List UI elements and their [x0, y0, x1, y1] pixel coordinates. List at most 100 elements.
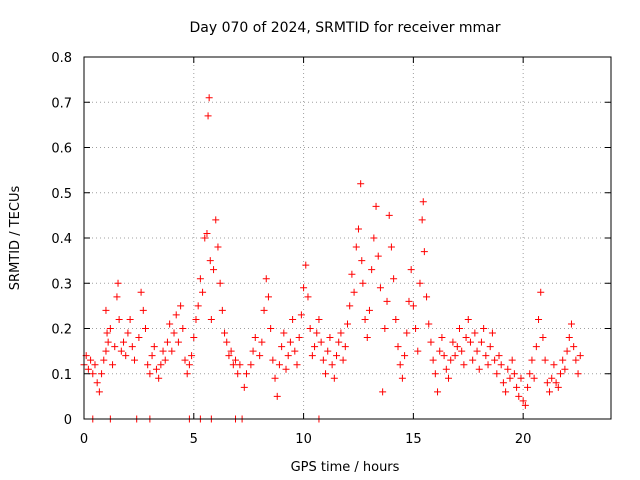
data-point — [335, 338, 343, 346]
data-point — [423, 293, 431, 301]
data-point — [541, 356, 549, 364]
data-point — [429, 356, 437, 364]
y-tick-label: 0.1 — [51, 368, 72, 383]
data-point — [462, 334, 470, 342]
data-point — [262, 275, 270, 283]
data-point — [504, 365, 512, 373]
data-point — [370, 234, 378, 242]
data-point — [381, 325, 389, 332]
x-tick-label: 20 — [515, 432, 532, 447]
data-point — [152, 365, 160, 373]
data-point — [177, 302, 185, 310]
x-tick-label: 15 — [405, 432, 422, 447]
data-point — [159, 347, 167, 355]
data-point — [315, 315, 323, 323]
data-point — [240, 383, 248, 391]
data-points — [80, 94, 584, 423]
y-tick-label: 0.7 — [51, 96, 72, 111]
data-point — [390, 275, 398, 283]
data-point — [163, 338, 171, 346]
data-point — [409, 302, 417, 310]
data-point — [185, 361, 193, 369]
data-point — [414, 347, 422, 355]
data-point — [258, 338, 266, 346]
data-point — [201, 234, 209, 242]
data-point — [394, 343, 402, 351]
data-point — [260, 306, 268, 314]
data-point — [563, 347, 571, 355]
data-point — [546, 388, 554, 396]
data-point — [275, 361, 283, 369]
data-point — [223, 338, 231, 346]
data-point — [434, 388, 442, 396]
x-tick-label: 5 — [190, 432, 198, 447]
data-point — [122, 352, 130, 360]
data-point — [561, 365, 569, 373]
data-point — [100, 356, 108, 364]
data-point — [247, 361, 255, 369]
data-point — [218, 306, 226, 314]
data-point — [348, 270, 356, 278]
data-point — [131, 356, 139, 364]
y-tick-label: 0.8 — [51, 51, 72, 66]
data-point — [442, 365, 450, 373]
data-point — [144, 361, 152, 369]
data-point — [499, 379, 507, 387]
data-point — [491, 356, 499, 364]
data-point — [280, 329, 288, 337]
data-point — [473, 347, 481, 355]
data-point — [556, 370, 564, 378]
data-point — [251, 334, 259, 342]
data-point — [273, 392, 281, 400]
data-point — [359, 279, 367, 287]
data-point — [183, 370, 191, 378]
data-point — [354, 225, 362, 233]
data-point — [109, 361, 117, 369]
data-point — [199, 288, 207, 296]
data-point — [570, 343, 578, 351]
y-tick-label: 0 — [64, 413, 72, 428]
data-point — [396, 361, 404, 369]
data-point — [91, 361, 99, 369]
data-point — [104, 338, 112, 346]
data-point — [559, 356, 567, 364]
x-tick-label: 10 — [295, 432, 312, 447]
data-point — [319, 356, 327, 364]
data-point — [337, 329, 345, 337]
y-tick-label: 0.2 — [51, 323, 72, 338]
data-point — [352, 243, 360, 251]
data-point — [179, 325, 187, 332]
data-point — [89, 370, 97, 378]
data-point — [412, 325, 420, 332]
data-point — [113, 293, 121, 301]
data-point — [407, 266, 415, 274]
data-point — [181, 356, 189, 364]
data-point — [126, 315, 134, 323]
gridlines — [84, 57, 611, 419]
data-point — [234, 370, 242, 378]
data-point — [449, 338, 457, 346]
data-point — [278, 343, 286, 351]
x-axis: 0 5 10 15 20 — [80, 57, 532, 447]
data-point — [190, 334, 198, 342]
data-point — [308, 352, 316, 360]
y-tick-label: 0.3 — [51, 277, 72, 292]
data-point — [188, 352, 196, 360]
data-point — [124, 329, 132, 337]
data-point — [139, 306, 147, 314]
data-point — [357, 180, 365, 188]
data-point — [543, 379, 551, 387]
data-point — [363, 334, 371, 342]
data-point — [548, 374, 556, 382]
data-point — [486, 343, 494, 351]
data-point — [302, 261, 310, 269]
data-point — [528, 356, 536, 364]
data-point — [341, 343, 349, 351]
data-point — [365, 306, 373, 314]
data-point — [313, 329, 321, 337]
data-point — [267, 325, 275, 332]
data-point — [229, 361, 237, 369]
data-point — [249, 347, 257, 355]
data-point — [419, 198, 427, 206]
